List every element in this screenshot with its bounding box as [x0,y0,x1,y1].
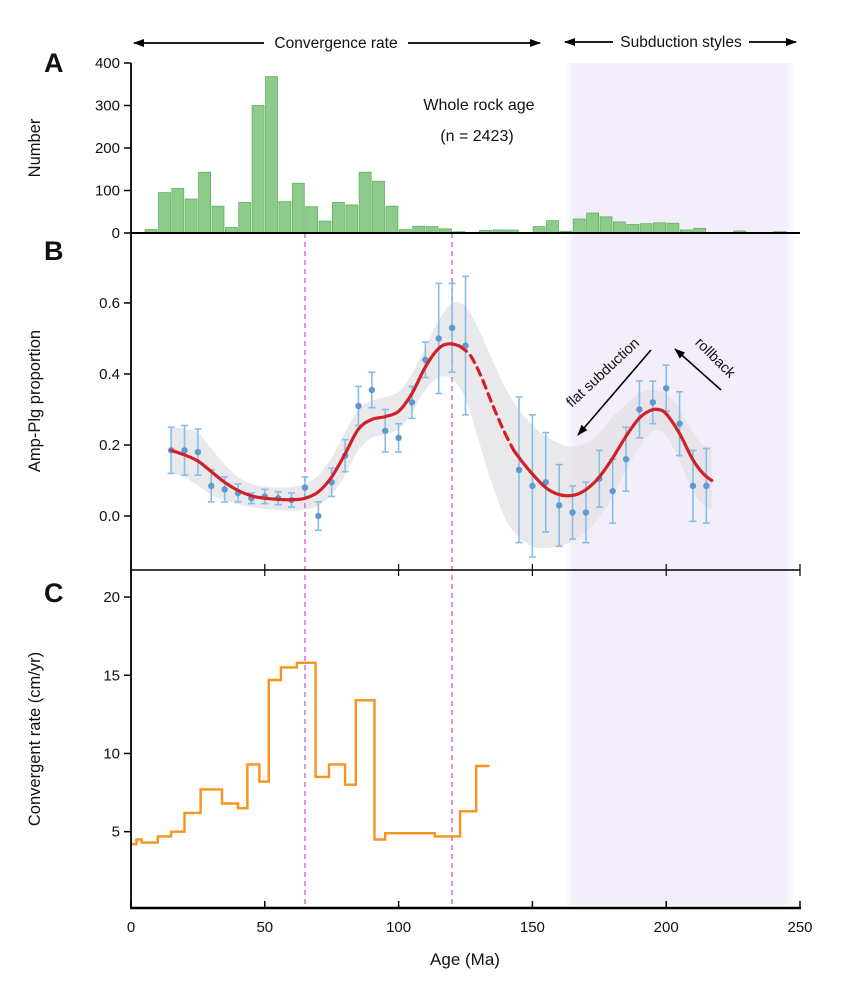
data-point [448,324,456,332]
y-tick-label: 0.0 [99,508,120,525]
data-point [703,482,710,490]
panel-c-y-axis-title: Convergent rate (cm/yr) [26,652,44,826]
y-tick-label: 0.2 [99,437,120,454]
histogram-bar [265,76,278,234]
data-point [582,509,590,516]
histogram-bar [653,222,666,234]
data-point [181,447,188,454]
y-tick-label: 100 [95,183,120,200]
x-tick-label: 250 [787,919,812,936]
data-point [194,448,202,456]
rollback-arrow [674,348,722,391]
y-tick-label: 0 [112,225,120,242]
panel-a-label: A [44,48,64,78]
y-tick-label: 15 [103,667,120,684]
data-point [462,342,469,349]
histogram-bar [385,205,399,234]
data-point [221,486,228,493]
data-point [515,466,523,474]
data-point [663,384,670,392]
histogram-bar [238,201,252,234]
histogram-bars [144,76,787,234]
data-point [368,386,376,394]
histogram-bar [184,198,198,234]
histogram-bar [572,218,586,234]
y-tick-label: 300 [95,98,120,115]
data-point [636,406,643,413]
fit-curve [169,342,714,502]
x-tick-label: 100 [386,919,411,936]
y-tick-label: 5 [112,824,120,841]
histogram-bar [171,187,185,234]
data-point [622,456,630,463]
panel-a-y-axis-title: Number [26,118,44,177]
histogram-bar [546,220,559,234]
x-tick-label: 50 [256,919,273,936]
histogram-bar [198,171,212,234]
histogram-bar [372,180,385,234]
data-point [649,399,657,406]
histogram-bar [211,205,225,234]
panel-c-label: C [44,578,64,608]
histogram-bar [251,105,265,234]
histogram-bar [158,192,171,234]
data-point [208,482,215,490]
data-point [382,427,389,434]
histogram-bar [278,201,292,234]
data-point [689,482,697,490]
data-point [435,335,442,342]
y-tick-label: 20 [103,589,120,606]
data-point [408,399,416,406]
data-point [355,402,362,410]
subduction-styles-span-label: Subduction styles [620,34,742,51]
data-point [609,487,616,495]
x-tick-label: 150 [520,919,545,936]
histogram-bar [586,212,599,234]
convergent-rate-step-line [131,661,490,846]
y-tick-label: 200 [95,140,120,157]
sample-count-text: (n = 2423) [440,128,513,145]
data-points [167,324,710,520]
data-point [569,509,576,516]
fit-curve-solid [512,407,714,498]
histogram-bar [666,222,680,234]
whole-rock-age-text: Whole rock age [423,97,534,114]
histogram-bar [331,201,345,234]
histogram-bar [305,206,319,234]
panel-b-label: B [44,236,64,266]
data-point [395,434,402,442]
histogram-bar [291,182,305,234]
fit-curve-solid [169,342,462,502]
x-tick-label: 0 [127,919,135,936]
y-tick-label: 0.4 [99,366,120,383]
data-point [542,479,549,486]
x-axis-title: Age (Ma) [430,950,500,969]
histogram-bar [639,223,653,234]
data-point [555,502,563,509]
flat-subduction-arrow [577,349,652,436]
histogram-bar [613,221,626,234]
histogram-bar [358,171,372,234]
data-point [301,484,309,491]
histogram-bar [345,204,359,234]
data-point [529,482,536,490]
x-tick-label: 200 [654,919,679,936]
y-tick-label: 400 [95,55,120,72]
histogram-bar [318,220,332,234]
y-tick-label: 10 [103,745,120,762]
fit-curve-dashed [458,344,516,452]
histogram-bar [626,224,640,234]
convergence-rate-span-label: Convergence rate [274,35,397,52]
histogram-bar [599,216,613,234]
y-tick-label: 0.6 [99,295,120,312]
data-point [676,420,683,427]
data-point [315,512,322,520]
panel-b-y-axis-title: Amp-Plg proportion [26,330,44,472]
histogram-bar [412,225,426,234]
